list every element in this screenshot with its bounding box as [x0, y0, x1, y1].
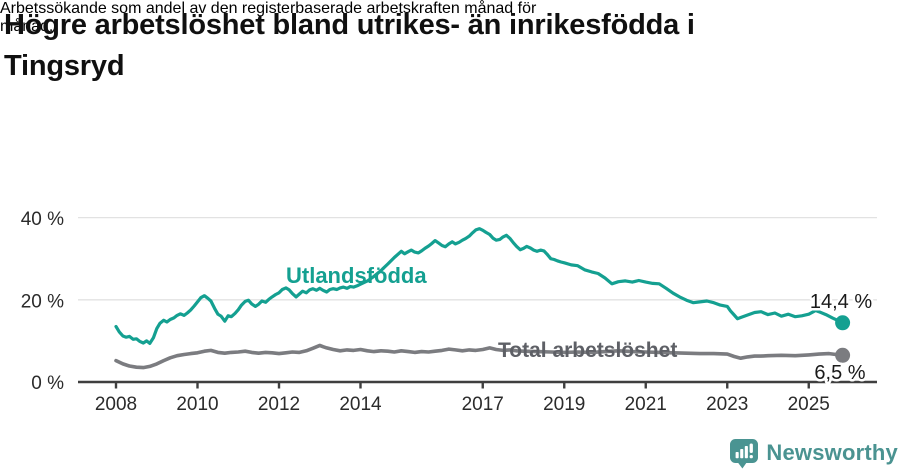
bar-chart-speech-bubble-icon [730, 439, 759, 469]
subtitle-line-2: månad. [0, 18, 54, 35]
x-tick-label-2012: 2012 [258, 394, 300, 415]
page-title: Högre arbetslöshet bland utrikes- än inr… [4, 5, 896, 87]
y-tick-label: 40 % [21, 209, 64, 230]
title-line-2: Tingsryd [4, 50, 125, 82]
x-tick-label-2019: 2019 [543, 394, 585, 415]
x-tick-label-2008: 2008 [95, 394, 137, 415]
series-line-total [114, 343, 845, 370]
subtitle-line-1: Arbetssökande som andel av den registerb… [0, 0, 537, 17]
x-tick-label-2025: 2025 [788, 394, 830, 415]
x-tick-label-2017: 2017 [462, 394, 504, 415]
newsworthy-brand-name: Newsworthy [766, 440, 898, 465]
y-tick-label: 20 % [21, 291, 64, 312]
title-line-1: Högre arbetslöshet bland utrikes- än inr… [4, 9, 695, 41]
series-end-dot-total [835, 347, 851, 363]
series-label-utlandsfodda: Utlandsfödda [286, 263, 427, 288]
y-tick-label: 0 % [31, 373, 64, 394]
x-tick-label-2021: 2021 [625, 394, 667, 415]
series-label-total: Total arbetslöshet [498, 339, 677, 362]
x-tick-label-2010: 2010 [176, 394, 218, 415]
line-chart: 0 % 20 % 40 % 2008 2010 2012 2014 2017 2019 2021 2… [21, 209, 877, 415]
series-end-label-utlandsfodda: 14,4 % [810, 291, 872, 313]
x-tick-label-2014: 2014 [339, 394, 382, 415]
x-tick-label-2023: 2023 [706, 394, 748, 415]
series-end-dot-utlandsfodda [835, 315, 851, 331]
newsworthy-logo: Newsworthy [729, 436, 898, 470]
series-line-utlandsfodda [114, 227, 845, 345]
series-end-label-total: 6,5 % [814, 362, 865, 384]
